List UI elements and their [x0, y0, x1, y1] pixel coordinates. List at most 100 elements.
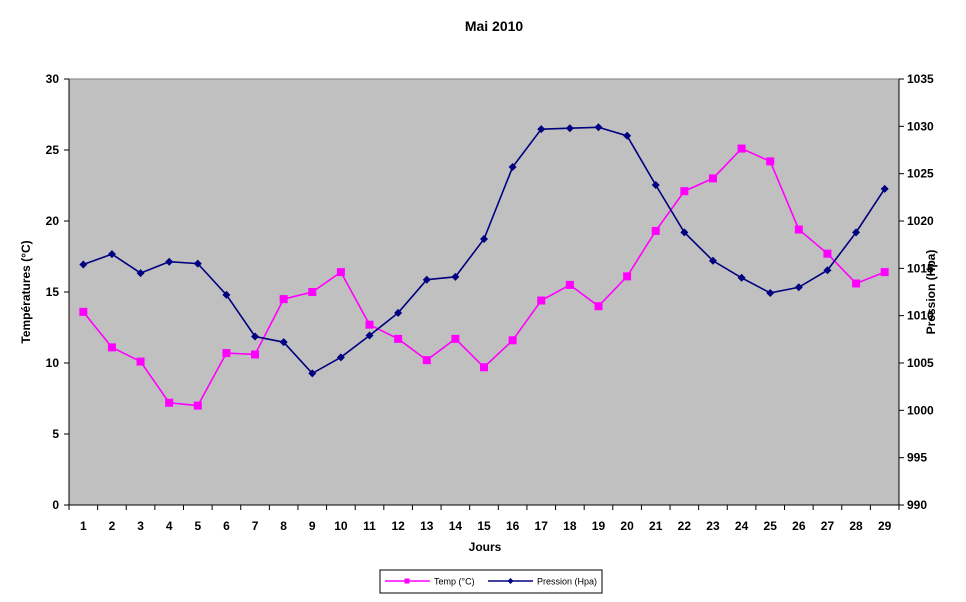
right-tick-label: 1015	[907, 261, 934, 275]
right-tick-label: 1030	[907, 119, 934, 133]
legend-temp-marker	[404, 578, 410, 584]
x-tick-label: 3	[137, 519, 144, 533]
legend: Temp (°C) Pression (Hpa)	[379, 569, 603, 594]
left-tick-label: 10	[46, 356, 60, 370]
x-tick-label: 10	[334, 519, 348, 533]
pressure-point	[107, 250, 116, 259]
x-tick-label: 15	[477, 519, 491, 533]
temp-point	[365, 320, 374, 329]
right-tick-label: 1035	[907, 72, 934, 86]
x-tick-label: 25	[764, 519, 778, 533]
pressure-point	[79, 260, 88, 269]
pressure-point	[651, 181, 660, 190]
temp-point	[508, 336, 517, 345]
pressure-point	[708, 256, 717, 265]
x-tick-label: 14	[449, 519, 463, 533]
pressure-point	[193, 259, 202, 268]
chart-title: Mai 2010	[465, 18, 524, 34]
x-axis-ticks: 1 2 3 4 5 6 7 8 9 10 11 12 13 14 15 16 17 18 19 20 21 22 23 24 2…	[68, 505, 900, 533]
x-tick-label: 19	[592, 519, 606, 533]
temp-point	[279, 295, 288, 304]
x-tick-label: 8	[280, 519, 287, 533]
pressure-point	[394, 308, 403, 317]
x-tick-label: 12	[391, 519, 405, 533]
left-tick-label: 5	[52, 427, 59, 441]
pressure-point	[451, 272, 460, 281]
left-tick-label: 20	[46, 214, 60, 228]
x-tick-label: 13	[420, 519, 434, 533]
pressure-point	[136, 269, 145, 278]
pressure-point	[508, 163, 517, 172]
pressure-point	[766, 288, 775, 297]
x-tick-label: 21	[649, 519, 663, 533]
pressure-point	[565, 124, 574, 133]
right-tick-label: 1010	[907, 309, 934, 323]
right-tick-label: 990	[907, 498, 927, 512]
temp-point	[394, 334, 403, 343]
pressure-point	[480, 234, 488, 243]
x-tick-label: 1	[80, 519, 87, 533]
x-tick-label: 23	[706, 519, 720, 533]
pressure-point	[852, 228, 861, 237]
right-tick-label: 1000	[907, 403, 934, 417]
left-tick-label: 25	[46, 143, 60, 157]
y2-axis-label: Pression (Hpa)	[924, 250, 938, 335]
right-axis-ticks: 990 995 1000 1005 1010 1015 1020 1025 1030 1035	[899, 72, 934, 512]
x-tick-label: 27	[821, 519, 835, 533]
x-tick-label: 4	[166, 519, 173, 533]
x-tick-label: 2	[109, 519, 116, 533]
legend-temp-label: Temp (°C)	[434, 577, 475, 587]
temp-point	[165, 398, 174, 407]
temp-point	[422, 356, 431, 365]
temp-point	[222, 349, 231, 358]
x-tick-label: 20	[620, 519, 634, 533]
x-tick-label: 24	[735, 519, 749, 533]
temp-point	[251, 350, 260, 359]
x-tick-label: 17	[535, 519, 549, 533]
pressure-point	[594, 123, 603, 132]
x-axis-label: Jours	[469, 540, 502, 554]
plot-area	[68, 78, 900, 506]
x-tick-label: 6	[223, 519, 230, 533]
temp-point	[136, 357, 145, 366]
temp-point	[737, 144, 746, 153]
temp-point	[308, 288, 317, 296]
pressure-point	[336, 353, 345, 362]
x-tick-label: 26	[792, 519, 806, 533]
temp-point	[451, 334, 460, 343]
temp-point	[880, 268, 889, 277]
temp-point	[623, 272, 632, 281]
pressure-point	[823, 266, 832, 275]
temp-point	[107, 343, 116, 352]
x-tick-label: 7	[252, 519, 259, 533]
temp-point	[79, 307, 88, 316]
x-tick-label: 11	[363, 519, 376, 533]
pressure-point	[680, 228, 689, 237]
pressure-point	[251, 332, 260, 341]
pressure-point	[623, 131, 632, 140]
right-tick-label: 1005	[907, 356, 934, 370]
temp-point	[708, 174, 717, 183]
pressure-point	[422, 275, 431, 284]
right-tick-label: 995	[907, 451, 927, 465]
right-tick-label: 1025	[907, 167, 934, 181]
temp-point	[651, 226, 660, 235]
temp-point	[480, 363, 488, 372]
pressure-point	[222, 290, 231, 299]
temp-point	[537, 296, 546, 305]
x-tick-label: 5	[194, 519, 201, 533]
left-tick-label: 0	[52, 498, 59, 512]
pressure-point	[308, 369, 317, 378]
x-tick-label: 9	[309, 519, 316, 533]
temp-point	[336, 268, 345, 277]
legend-pressure-marker	[507, 578, 514, 584]
temp-point	[823, 249, 832, 258]
temp-point	[594, 302, 603, 311]
temp-point	[193, 401, 202, 410]
x-tick-label: 22	[678, 519, 692, 533]
series-markers	[79, 123, 889, 410]
temp-point	[852, 279, 861, 288]
pressure-point	[737, 273, 746, 282]
temp-point	[766, 157, 775, 166]
right-tick-label: 1020	[907, 214, 934, 228]
